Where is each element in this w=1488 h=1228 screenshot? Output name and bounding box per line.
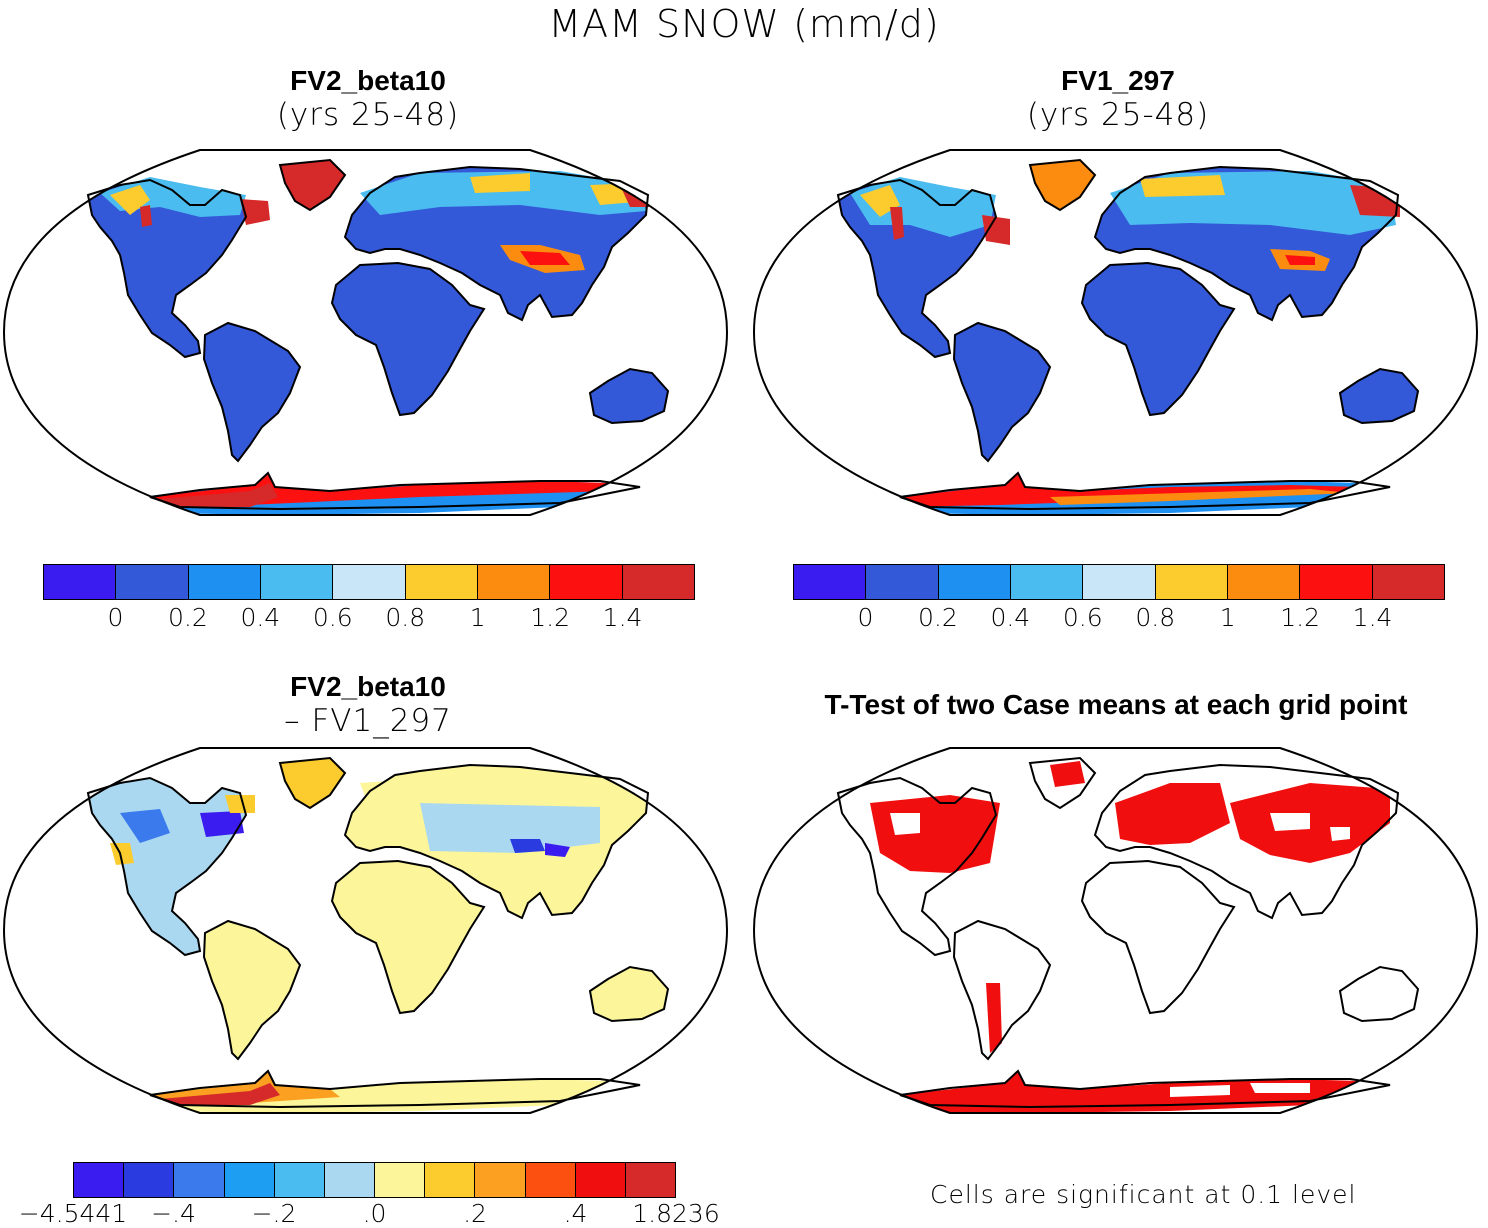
ticks3-label-6: 1.8236	[632, 1199, 720, 1228]
ticks3-label-0: −4.5441	[18, 1199, 128, 1228]
cbar3-swatch-11	[625, 1163, 676, 1197]
cbar1-swatch-4	[333, 565, 406, 599]
ticks2-label-1: 0.2	[917, 603, 958, 632]
ticks1-label-6: 1.2	[530, 603, 570, 632]
cbar1-swatch-3	[260, 565, 334, 599]
ticks2-label-3: 0.6	[1062, 603, 1103, 632]
cbar2-swatch-5	[1155, 565, 1228, 599]
cbar1-swatch-0	[44, 565, 117, 599]
ticks1-label-1: 0.2	[167, 603, 208, 632]
ticks2-label-0: 0	[857, 603, 874, 632]
colorbar-panel3	[73, 1162, 676, 1198]
cbar1-swatch-8	[622, 565, 694, 599]
cbar2-swatch-0	[794, 565, 867, 599]
cbar1-swatch-2	[188, 565, 261, 599]
panel1-name: FV2_beta10	[290, 65, 446, 96]
ticks1-label-5: 1	[469, 603, 486, 632]
cbar3-swatch-10	[575, 1163, 626, 1197]
ticks2-label-6: 1.2	[1280, 603, 1320, 632]
cbar2-swatch-1	[866, 565, 939, 599]
ticks1-label-3: 0.6	[312, 603, 353, 632]
cbar2-swatch-8	[1372, 565, 1444, 599]
colorbar-panel1	[43, 564, 695, 600]
panel3-map	[3, 747, 728, 1114]
panel2-subtitle: (yrs 25-48)	[1026, 97, 1210, 133]
panel4-map	[753, 747, 1478, 1114]
cbar2-swatch-2	[938, 565, 1011, 599]
panel1-title: FV2_beta10 (yrs 25-48)	[118, 64, 618, 132]
ticks2-label-2: 0.4	[990, 603, 1031, 632]
cbar2-swatch-3	[1010, 565, 1084, 599]
ticks2-label-7: 1.4	[1352, 603, 1393, 632]
panel3-subtitle: – FV1_297	[284, 703, 452, 739]
cbar3-swatch-5	[324, 1163, 376, 1197]
figure-title: MAM SNOW (mm/d)	[548, 2, 940, 46]
cbar1-swatch-6	[477, 565, 551, 599]
cbar2-swatch-4	[1083, 565, 1156, 599]
ticks3-label-5: .4	[563, 1199, 588, 1228]
panel1-subtitle: (yrs 25-48)	[276, 97, 460, 133]
cbar3-swatch-1	[124, 1163, 175, 1197]
ticks1-label-7: 1.4	[602, 603, 643, 632]
ticks3-label-2: −.2	[251, 1199, 297, 1228]
cbar3-swatch-4	[274, 1163, 325, 1197]
ticks1-label-2: 0.4	[240, 603, 281, 632]
cbar3-swatch-0	[74, 1163, 125, 1197]
ticks1-label-4: 0.8	[385, 603, 426, 632]
ticks3-label-1: −.4	[151, 1199, 196, 1228]
cbar2-swatch-6	[1227, 565, 1301, 599]
cbar1-swatch-7	[550, 565, 623, 599]
cbar3-swatch-3	[224, 1163, 275, 1197]
panel1-map	[3, 149, 728, 516]
panel2-title: FV1_297 (yrs 25-48)	[868, 64, 1368, 132]
ticks2-label-5: 1	[1219, 603, 1236, 632]
ticks2-label-4: 0.8	[1135, 603, 1176, 632]
cbar3-swatch-6	[375, 1163, 426, 1197]
colorbar-panel2	[793, 564, 1445, 600]
panel4-title: T-Test of two Case means at each grid po…	[744, 688, 1488, 722]
ticks3-label-3: .0	[362, 1199, 387, 1228]
cbar1-swatch-5	[405, 565, 478, 599]
cbar3-swatch-7	[425, 1163, 476, 1197]
cbar3-swatch-2	[174, 1163, 225, 1197]
panel4-name: T-Test of two Case means at each grid po…	[824, 689, 1408, 720]
cbar2-swatch-7	[1300, 565, 1373, 599]
ticks1-label-0: 0	[107, 603, 124, 632]
panel2-name: FV1_297	[1061, 65, 1175, 96]
panel3-name: FV2_beta10	[290, 671, 446, 702]
ticks3-label-4: .2	[463, 1199, 487, 1228]
cbar3-swatch-9	[525, 1163, 576, 1197]
panel2-map	[753, 149, 1478, 516]
cbar1-swatch-1	[116, 565, 189, 599]
cbar3-swatch-8	[475, 1163, 526, 1197]
significance-note: Cells are significant at 0.1 level	[930, 1180, 1357, 1209]
panel3-title: FV2_beta10 – FV1_297	[118, 670, 618, 738]
